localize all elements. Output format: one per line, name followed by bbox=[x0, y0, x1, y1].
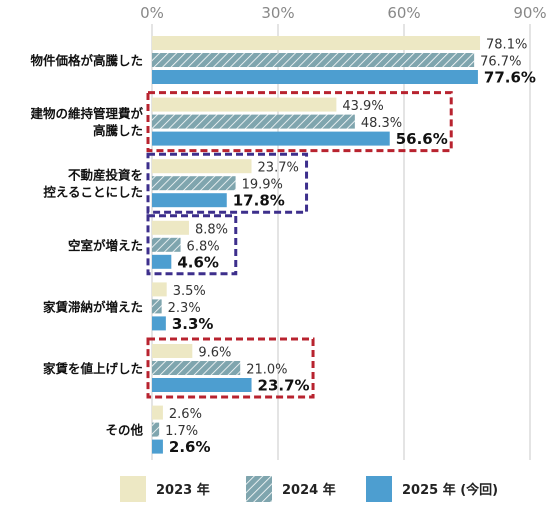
bar bbox=[152, 237, 181, 252]
x-tick-label: 90% bbox=[513, 4, 546, 22]
category-label: 控えることにした bbox=[43, 185, 143, 200]
data-label: 9.6% bbox=[198, 346, 231, 361]
data-label: 3.5% bbox=[173, 284, 206, 299]
bars bbox=[152, 36, 481, 454]
bar bbox=[152, 193, 227, 208]
data-label: 23.7% bbox=[258, 377, 310, 395]
category-label: 高騰した bbox=[93, 123, 143, 138]
highlight-box bbox=[146, 337, 315, 399]
data-label: 1.7% bbox=[165, 424, 198, 439]
highlight-box bbox=[146, 214, 238, 276]
bar bbox=[152, 114, 355, 129]
bar bbox=[152, 378, 252, 392]
data-label: 19.9% bbox=[242, 178, 283, 193]
legend-swatch bbox=[120, 476, 146, 502]
bar bbox=[152, 344, 193, 358]
bar bbox=[152, 254, 172, 269]
data-label: 8.8% bbox=[195, 222, 228, 237]
legend: 2023 年 2024 年 2025 年 (今回) bbox=[120, 476, 498, 502]
data-label: 23.7% bbox=[258, 161, 299, 176]
data-label: 2.3% bbox=[168, 301, 201, 316]
highlight-box bbox=[146, 91, 453, 153]
x-tick-label: 0% bbox=[140, 4, 164, 22]
bar bbox=[152, 405, 163, 420]
bar bbox=[152, 176, 236, 191]
legend-label: 2024 年 bbox=[282, 482, 336, 498]
legend-label: 2025 年 (今回) bbox=[402, 482, 498, 498]
category-label: 建物の維持管理費が bbox=[30, 106, 143, 121]
data-label: 43.9% bbox=[342, 99, 383, 114]
bar bbox=[152, 159, 252, 174]
data-label: 21.0% bbox=[246, 363, 287, 378]
data-label: 78.1% bbox=[486, 38, 527, 53]
highlight-box bbox=[146, 152, 309, 214]
highlight-boxes bbox=[146, 91, 453, 399]
bar bbox=[152, 220, 189, 235]
category-label: 家賃を値上げした bbox=[43, 361, 143, 376]
bar bbox=[152, 361, 241, 375]
bar bbox=[152, 439, 163, 454]
data-label: 3.3% bbox=[172, 315, 214, 333]
bar bbox=[152, 316, 166, 331]
data-label: 2.6% bbox=[169, 407, 202, 422]
category-labels: 物件価格が高騰した建物の維持管理費が高騰した不動産投資を控えることにした空室が増… bbox=[30, 53, 143, 438]
category-label: 空室が増えた bbox=[68, 238, 143, 253]
data-label: 17.8% bbox=[233, 192, 285, 210]
bar bbox=[152, 282, 167, 297]
data-label: 2.6% bbox=[169, 438, 211, 456]
category-label: 物件価格が高騰した bbox=[30, 53, 143, 68]
category-label: その他 bbox=[105, 423, 143, 438]
x-tick-label: 30% bbox=[261, 4, 294, 22]
bar bbox=[152, 53, 475, 67]
legend-swatch bbox=[366, 476, 392, 502]
legend-swatch bbox=[246, 476, 272, 502]
bar bbox=[152, 299, 162, 314]
data-label: 4.6% bbox=[177, 253, 219, 271]
data-label: 6.8% bbox=[187, 239, 220, 254]
legend-label: 2023 年 bbox=[156, 482, 210, 498]
bar bbox=[152, 36, 481, 50]
value-labels: 78.1% 43.9% 23.7% 8.8% 3.5% 9.6% 2.6% 76.7% 48.3… bbox=[165, 38, 536, 457]
data-label: 77.6% bbox=[484, 69, 536, 87]
x-axis-ticks: 0% 30% 60% 90% bbox=[140, 4, 547, 22]
category-label: 不動産投資を bbox=[68, 168, 143, 183]
bar bbox=[152, 131, 390, 146]
x-tick-label: 60% bbox=[387, 4, 420, 22]
data-label: 56.6% bbox=[396, 130, 448, 148]
category-label: 家賃滞納が増えた bbox=[43, 299, 143, 314]
bar bbox=[152, 70, 478, 84]
bar bbox=[152, 422, 160, 437]
data-label: 48.3% bbox=[361, 116, 402, 131]
bar bbox=[152, 97, 337, 112]
data-label: 76.7% bbox=[480, 55, 521, 70]
